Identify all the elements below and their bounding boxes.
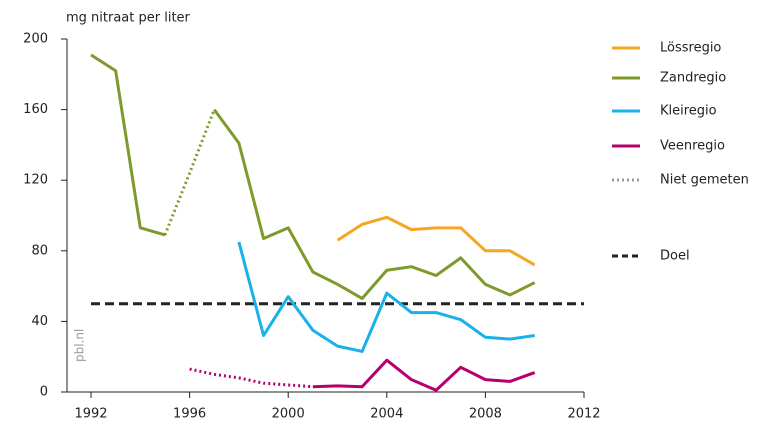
y-tick-label: 120 — [23, 173, 48, 188]
legend-label: Lössregio — [660, 41, 721, 56]
x-tick-label: 2012 — [567, 407, 600, 422]
not-measured-line — [163, 109, 216, 236]
legend-label: Kleiregio — [660, 104, 717, 119]
y-axis-label: mg nitraat per liter — [66, 11, 191, 26]
x-tick-label: 1996 — [173, 407, 206, 422]
y-tick-label: 80 — [31, 243, 48, 258]
x-tick-label: 2000 — [272, 407, 305, 422]
x-tick-label: 1992 — [74, 407, 107, 422]
x-tick-label: 2008 — [469, 407, 502, 422]
legend-label: Doel — [660, 249, 690, 264]
y-tick-label: 40 — [31, 314, 48, 329]
series-line — [90, 53, 536, 300]
series-line — [312, 358, 536, 392]
y-tick-label: 0 — [40, 385, 48, 400]
watermark: pbl.nl — [73, 329, 87, 362]
series-line — [237, 241, 535, 353]
x-tick-label: 2004 — [370, 407, 403, 422]
y-tick-label: 200 — [23, 32, 48, 47]
legend-label: Zandregio — [660, 71, 726, 86]
not-measured-line — [189, 367, 313, 389]
y-tick-label: 160 — [23, 102, 48, 117]
legend-label: Niet gemeten — [660, 173, 749, 188]
legend-label: Veenregio — [660, 139, 725, 154]
series-line — [336, 215, 536, 267]
